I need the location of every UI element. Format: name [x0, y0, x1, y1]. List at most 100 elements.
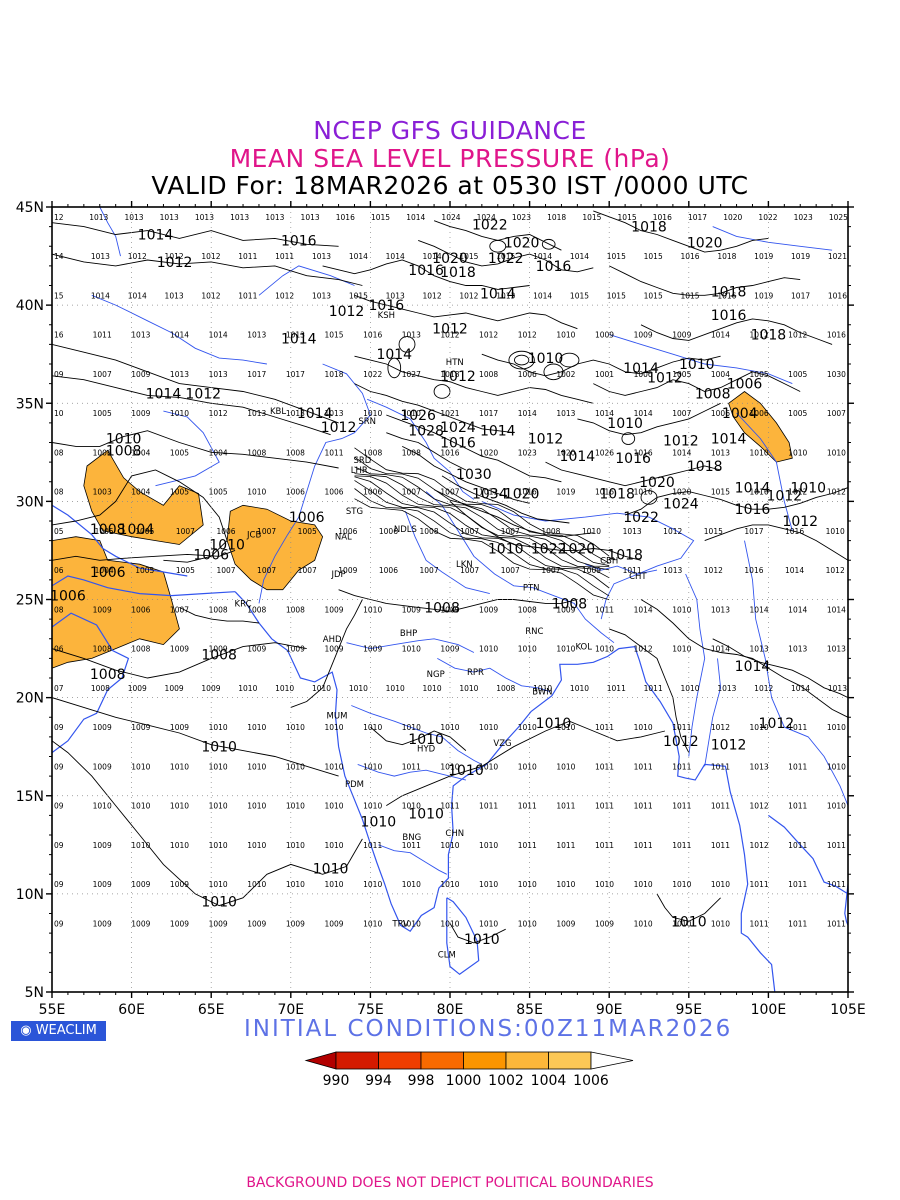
grid-pressure-value: 1009: [170, 880, 189, 889]
grid-pressure-value: 1011: [402, 762, 421, 771]
grid-pressure-value: 07: [54, 684, 64, 693]
coastline: [52, 612, 130, 754]
grid-pressure-value: 1009: [556, 919, 575, 928]
grid-pressure-value: 1010: [634, 880, 653, 889]
isobar-contour: [481, 353, 721, 377]
isobar-contour: [449, 923, 506, 944]
colorbar-label: 990: [323, 1073, 350, 1089]
grid-pressure-value: 1013: [324, 409, 343, 418]
contour-label: 1024: [663, 496, 699, 512]
station-label: MUM: [327, 711, 348, 721]
contour-label: 1018: [687, 459, 723, 475]
station-label: PTN: [523, 584, 540, 594]
grid-pressure-value: 1007: [257, 566, 276, 575]
grid-pressure-value: 1005: [788, 370, 807, 379]
grid-pressure-value: 12: [54, 213, 64, 222]
river-line: [744, 540, 848, 806]
isobar-contour: [179, 606, 260, 624]
grid-pressure-value: 1012: [663, 527, 682, 536]
closed-isobar: [433, 384, 451, 399]
grid-pressure-value: 1005: [135, 527, 154, 536]
grid-pressure-value: 1017: [247, 370, 266, 379]
grid-pressure-value: 1011: [634, 841, 653, 850]
grid-pressure-value: 1014: [170, 331, 189, 340]
grid-pressure-value: 1010: [286, 880, 305, 889]
colorbar-swatch: [463, 1051, 507, 1070]
grid-pressure-value: 1007: [170, 605, 189, 614]
grid-pressure-value: 1010: [402, 409, 421, 418]
isobar-contour: [52, 740, 363, 907]
grid-pressure-value: 1014: [595, 409, 614, 418]
grid-pressure-value: 1011: [672, 723, 691, 732]
grid-pressure-value: 1019: [754, 291, 773, 300]
river-line: [155, 410, 220, 487]
grid-pressure-value: 1016: [717, 291, 736, 300]
grid-pressure-value: 1014: [209, 331, 228, 340]
grid-pressure-value: 1008: [363, 448, 382, 457]
grid-pressure-value: 1016: [363, 331, 382, 340]
isobar-contour: [52, 375, 331, 436]
grid-pressure-value: 1012: [201, 291, 220, 300]
grid-pressure-value: 1024: [477, 213, 496, 222]
grid-pressure-value: 1010: [750, 448, 769, 457]
contour-label: 1022: [488, 251, 524, 267]
station-label: CHN: [445, 829, 464, 839]
grid-pressure-value: 1020: [556, 448, 575, 457]
contour-label: 1012: [321, 420, 357, 436]
closed-isobar: [541, 238, 556, 250]
grid-pressure-value: 1013: [386, 291, 405, 300]
station-label: NDLS: [394, 525, 417, 535]
grid-pressure-value: 1010: [363, 605, 382, 614]
grid-pressure-value: 1011: [479, 488, 498, 497]
station-label: NAL: [335, 533, 352, 543]
grid-pressure-value: 1009: [324, 645, 343, 654]
grid-pressure-value: 09: [54, 370, 64, 379]
contour-label: 1012: [185, 386, 221, 402]
isobar-contour: [609, 265, 801, 296]
isobar-contour: [338, 589, 578, 612]
grid-pressure-value: 1011: [672, 802, 691, 811]
isobar-contour: [624, 487, 848, 516]
grid-pressure-value: 1011: [623, 566, 642, 575]
grid-pressure-value: 1010: [324, 880, 343, 889]
grid-pressure-value: 1012: [459, 291, 478, 300]
grid-pressure-value: 1016: [634, 488, 653, 497]
grid-pressure-value: 1007: [541, 566, 560, 575]
grid-pressure-value: 1005: [209, 488, 228, 497]
station-label: LKN: [456, 560, 473, 570]
lat-label: 30N: [16, 494, 44, 510]
grid-pressure-value: 1008: [247, 448, 266, 457]
isobar-contour: [354, 488, 610, 597]
grid-pressure-value: 1025: [829, 213, 848, 222]
colorbar-swatch: [505, 1051, 549, 1070]
station-label: TRV: [391, 919, 409, 929]
river-line: [585, 563, 658, 575]
contour-label: 1008: [90, 667, 126, 683]
river-line: [712, 226, 833, 251]
grid-pressure-value: 1010: [634, 919, 653, 928]
grid-pressure-value: 1007: [501, 566, 520, 575]
grid-pressure-value: 1011: [827, 919, 846, 928]
grid-pressure-value: 1010: [247, 802, 266, 811]
grid-pressure-value: 1016: [828, 291, 847, 300]
grid-pressure-value: 1013: [402, 331, 421, 340]
contour-label: 1010: [671, 914, 707, 930]
grid-pressure-value: 1010: [672, 645, 691, 654]
colorbar-right-arrow: [590, 1051, 634, 1070]
station-label: JCB: [246, 531, 261, 541]
grid-pressure-value: 1012: [750, 331, 769, 340]
grid-pressure-value: 1014: [750, 605, 769, 614]
grid-pressure-value: 1012: [788, 331, 807, 340]
grid-pressure-value: 1010: [363, 723, 382, 732]
grid-pressure-value: 05: [54, 527, 64, 536]
contour-label: 1008: [90, 522, 126, 538]
grid-pressure-value: 1013: [827, 645, 846, 654]
grid-pressure-value: 1013: [170, 370, 189, 379]
grid-pressure-value: 1009: [247, 645, 266, 654]
station-label: CBH: [600, 556, 618, 566]
grid-pressure-value: 1013: [160, 213, 179, 222]
station-label: BWN: [532, 688, 552, 698]
contour-label: 1010: [209, 538, 245, 554]
contour-label: 1010: [408, 732, 444, 748]
isobar-contour: [354, 383, 514, 434]
